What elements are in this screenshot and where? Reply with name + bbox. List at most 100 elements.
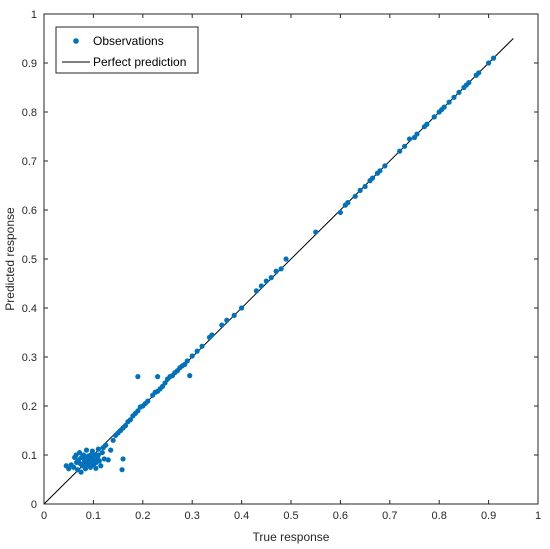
observation-point-117 <box>446 99 452 105</box>
observation-point-82 <box>209 332 215 338</box>
observation-point-30 <box>93 465 99 471</box>
observation-point-89 <box>263 278 269 284</box>
observation-point-122 <box>466 80 472 86</box>
observation-point-85 <box>231 312 237 318</box>
observation-point-93 <box>283 256 289 262</box>
y-tick-label: 0.4 <box>22 303 37 315</box>
x-tick-label: 0.6 <box>333 510 348 522</box>
observation-point-124 <box>476 70 482 76</box>
observation-point-83 <box>219 322 225 328</box>
observation-point-64 <box>155 374 161 380</box>
observation-point-91 <box>273 268 279 274</box>
observation-point-97 <box>345 200 351 206</box>
observation-point-34 <box>95 446 101 452</box>
observation-point-116 <box>441 104 447 110</box>
observation-point-18 <box>83 447 90 453</box>
observation-point-76 <box>184 358 190 364</box>
observation-point-3 <box>71 464 77 470</box>
observation-point-33 <box>95 452 101 458</box>
observation-point-98 <box>352 193 358 199</box>
observation-point-100 <box>362 183 368 190</box>
x-tick-label: 0.4 <box>234 510 249 522</box>
x-tick-label: 0.3 <box>185 510 200 522</box>
observation-point-107 <box>402 143 408 149</box>
observation-point-106 <box>397 148 403 154</box>
observation-point-110 <box>414 131 420 137</box>
observation-point-126 <box>490 55 497 61</box>
observation-point-16 <box>82 466 89 472</box>
x-tick-label: 1 <box>535 510 541 522</box>
y-axis-label: Predicted response <box>3 207 17 311</box>
x-tick-label: 0.8 <box>432 510 447 522</box>
observation-point-118 <box>451 94 457 100</box>
legend-box <box>55 26 199 74</box>
observation-point-56 <box>135 374 141 380</box>
observation-point-92 <box>278 266 284 272</box>
observation-point-79 <box>194 348 200 354</box>
observation-point-55 <box>135 408 141 414</box>
x-tick-label: 0 <box>41 510 47 522</box>
y-axis-ticks: 0 0.1 0.2 0.3 0.4 0.5 0.6 0.7 0.8 0.9 1 <box>22 9 538 511</box>
observation-point-77 <box>187 373 193 379</box>
y-tick-label: 1 <box>31 9 37 21</box>
observation-point-35 <box>96 458 102 464</box>
observation-points <box>63 55 497 475</box>
legend: Observations Perfect prediction <box>55 26 199 74</box>
observation-point-50 <box>122 423 129 429</box>
observation-point-67 <box>162 380 168 386</box>
observation-point-94 <box>313 229 319 235</box>
observation-point-40 <box>103 442 109 448</box>
legend-label-observations: Observations <box>93 34 164 48</box>
observation-point-52 <box>127 417 134 423</box>
observation-point-104 <box>377 168 383 174</box>
observation-point-87 <box>253 288 260 294</box>
x-axis-ticks: 0 0.1 0.2 0.3 0.4 0.5 0.6 0.7 0.8 0.9 1 <box>41 14 541 522</box>
observation-point-49 <box>120 456 126 462</box>
observation-point-99 <box>357 187 363 193</box>
legend-label-perfect-prediction: Perfect prediction <box>93 55 186 69</box>
y-tick-label: 0 <box>31 499 37 511</box>
observation-point-86 <box>239 305 245 311</box>
x-tick-label: 0.1 <box>86 510 101 522</box>
observation-point-11 <box>78 469 84 475</box>
observation-point-25 <box>89 448 96 454</box>
observation-point-36 <box>98 463 104 469</box>
observation-point-43 <box>110 437 116 443</box>
legend-marker-observations <box>73 38 79 44</box>
observation-point-108 <box>406 136 413 142</box>
x-tick-label: 0.9 <box>481 510 496 522</box>
observation-point-112 <box>424 121 430 127</box>
observation-point-90 <box>268 275 274 281</box>
observation-point-125 <box>486 60 492 66</box>
x-tick-label: 0.5 <box>283 510 298 522</box>
observation-point-105 <box>382 163 388 169</box>
observation-point-119 <box>456 89 462 95</box>
y-tick-label: 0.6 <box>22 205 37 217</box>
y-tick-label: 0.5 <box>22 254 37 266</box>
observation-point-88 <box>258 283 264 289</box>
y-tick-label: 0.8 <box>22 107 37 119</box>
y-tick-label: 0.7 <box>22 156 37 168</box>
observation-point-84 <box>224 317 230 323</box>
observation-point-1 <box>66 466 72 472</box>
observation-point-39 <box>101 456 107 462</box>
x-axis-label: True response <box>253 530 330 544</box>
y-tick-label: 0.3 <box>22 352 37 364</box>
observation-point-60 <box>145 398 151 404</box>
observation-point-37 <box>99 449 105 456</box>
y-tick-label: 0.1 <box>22 450 37 462</box>
observation-point-42 <box>108 447 114 453</box>
observation-point-78 <box>189 353 195 359</box>
x-tick-label: 0.2 <box>135 510 150 522</box>
observation-point-48 <box>119 467 125 473</box>
observation-point-95 <box>337 209 343 216</box>
x-tick-label: 0.7 <box>382 510 397 522</box>
observation-point-41 <box>105 457 111 463</box>
observation-point-102 <box>369 175 376 181</box>
observation-point-80 <box>199 343 205 349</box>
y-tick-label: 0.9 <box>22 58 37 70</box>
observation-point-113 <box>431 114 437 120</box>
observation-point-9 <box>76 449 83 456</box>
y-tick-label: 0.2 <box>22 401 37 413</box>
